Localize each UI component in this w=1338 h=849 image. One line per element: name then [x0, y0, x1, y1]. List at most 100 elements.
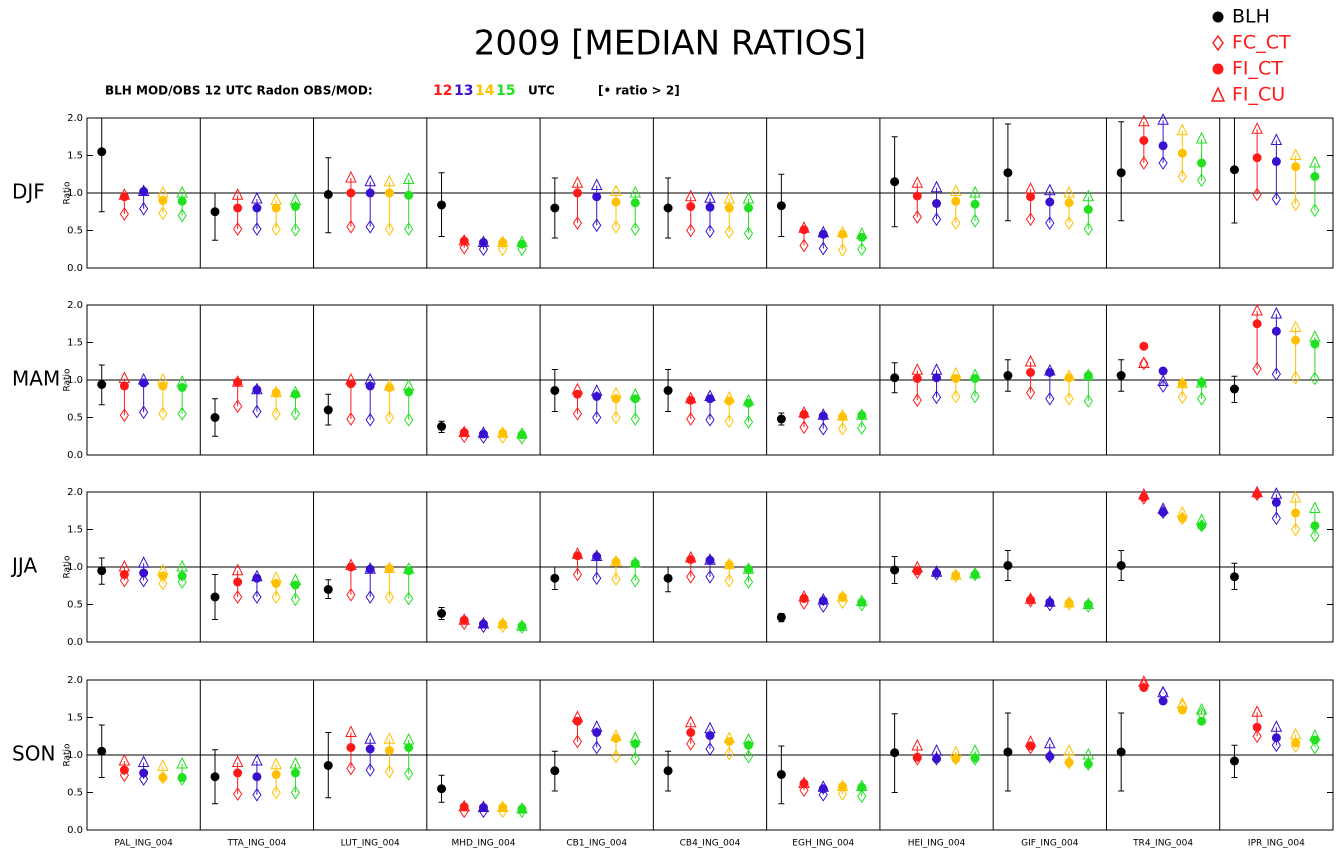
- fi-ct-marker: [932, 754, 942, 764]
- fc-ct-marker: [705, 412, 715, 427]
- fc-ct-marker: [384, 222, 395, 236]
- fc-ct-marker: [1252, 361, 1262, 376]
- fi-ct-marker: [1310, 735, 1320, 745]
- y-tick-label: 1.5: [67, 151, 83, 162]
- fi-ct-marker: [517, 621, 527, 631]
- fc-ct-marker: [818, 241, 828, 256]
- fi-cu-marker: [231, 563, 244, 576]
- fi-cu-marker: [270, 757, 282, 770]
- fc-ct-marker: [572, 734, 583, 749]
- fi-ct-marker: [724, 737, 734, 746]
- fi-ct-marker: [1026, 192, 1036, 202]
- hour-label: 12: [433, 83, 452, 99]
- y-axis-label: Ratio: [63, 181, 73, 205]
- blh-marker: [1116, 168, 1126, 178]
- y-tick-label: 0.5: [67, 413, 83, 424]
- blh-marker: [890, 177, 900, 187]
- fi-ct-marker: [252, 203, 262, 213]
- fi-ct-marker: [119, 381, 129, 391]
- fi-ct-marker: [592, 728, 602, 737]
- fi-ct-marker: [271, 203, 281, 213]
- fi-ct-marker: [1045, 368, 1055, 377]
- legend-label: BLH: [1232, 6, 1270, 28]
- fc-ct-marker: [1291, 370, 1301, 385]
- station-label: HEI_ING_004: [908, 839, 966, 849]
- fc-ct-marker: [572, 216, 583, 230]
- fi-ct-marker: [1310, 339, 1320, 349]
- blh-marker: [437, 200, 447, 210]
- blh-marker: [776, 414, 786, 424]
- fc-ct-marker: [346, 587, 356, 602]
- fi-ct-marker: [1064, 198, 1074, 208]
- fi-ct-marker: [459, 236, 469, 246]
- fi-ct-marker: [611, 734, 621, 743]
- y-tick-label: 1.5: [67, 525, 83, 536]
- fi-ct-marker: [290, 580, 300, 590]
- fc-ct-marker: [365, 763, 375, 777]
- fi-cu-marker: [1082, 189, 1095, 202]
- fc-ct-marker: [139, 772, 149, 786]
- blh-marker: [550, 203, 560, 213]
- fc-ct-marker: [252, 222, 262, 236]
- fi-ct-marker: [799, 225, 809, 235]
- fi-cu-marker: [1024, 354, 1037, 367]
- fi-ct-marker: [857, 410, 867, 420]
- blh-marker: [663, 386, 673, 395]
- fi-cu-marker: [969, 185, 981, 198]
- fi-cu-marker: [1289, 148, 1302, 160]
- fi-ct-marker: [346, 562, 356, 572]
- fi-ct-marker: [158, 196, 168, 205]
- fc-ct-marker: [384, 410, 395, 425]
- fc-ct-marker: [857, 789, 867, 804]
- fi-ct-marker: [384, 383, 394, 392]
- fi-ct-marker: [818, 229, 828, 239]
- fc-ct-marker: [119, 573, 129, 588]
- fc-ct-marker: [724, 414, 734, 429]
- blh-marker: [1116, 561, 1126, 570]
- fi-ct-marker: [404, 566, 414, 576]
- fc-ct-marker: [158, 576, 168, 591]
- fc-ct-marker: [1083, 222, 1093, 236]
- fc-ct-marker: [799, 238, 809, 253]
- panel-label: SON: [12, 742, 55, 766]
- blh-marker: [323, 585, 333, 594]
- fi-cu-marker: [1270, 306, 1283, 319]
- blh-marker: [890, 748, 900, 758]
- fi-ct-marker: [611, 557, 621, 567]
- fi-ct-marker: [705, 555, 715, 565]
- fi-ct-marker: [271, 388, 281, 398]
- fi-ct-marker: [459, 802, 469, 812]
- fc-ct-marker: [346, 412, 356, 426]
- fi-ct-marker: [346, 379, 356, 389]
- legend-label: FI_CU: [1232, 84, 1285, 106]
- fc-ct-marker: [837, 787, 848, 801]
- fc-ct-marker: [404, 222, 414, 236]
- fi-ct-marker: [1158, 507, 1168, 517]
- fi-ct-marker: [724, 560, 734, 570]
- fc-ct-marker: [1158, 379, 1168, 393]
- subtitle: BLH MOD/OBS 12 UTC Radon OBS/MOD:: [105, 84, 373, 98]
- y-tick-label: 0.0: [67, 637, 83, 648]
- fi-ct-marker: [177, 383, 187, 392]
- fc-ct-marker: [119, 207, 129, 221]
- fi-cu-marker: [1309, 501, 1321, 513]
- fc-ct-marker: [818, 787, 828, 802]
- fi-ct-marker: [158, 571, 168, 581]
- fc-ct-marker: [857, 421, 867, 435]
- fi-ct-marker: [630, 198, 640, 208]
- fc-ct-marker: [724, 746, 734, 761]
- fc-ct-marker: [799, 420, 809, 435]
- fi-ct-marker: [932, 199, 942, 208]
- y-tick-label: 1.0: [67, 375, 83, 386]
- blh-marker: [776, 201, 786, 211]
- fc-ct-marker: [139, 405, 149, 420]
- fc-ct-marker: [158, 406, 168, 421]
- y-tick-label: 2.0: [67, 113, 83, 124]
- fi-ct-marker: [912, 566, 922, 576]
- fi-cu-marker: [137, 556, 150, 568]
- fi-ct-marker: [365, 744, 375, 754]
- station-label: CB1_ING_004: [566, 839, 627, 849]
- fc-ct-marker: [252, 404, 262, 419]
- fc-ct-marker: [290, 406, 301, 421]
- fi-cu-marker: [1138, 356, 1150, 368]
